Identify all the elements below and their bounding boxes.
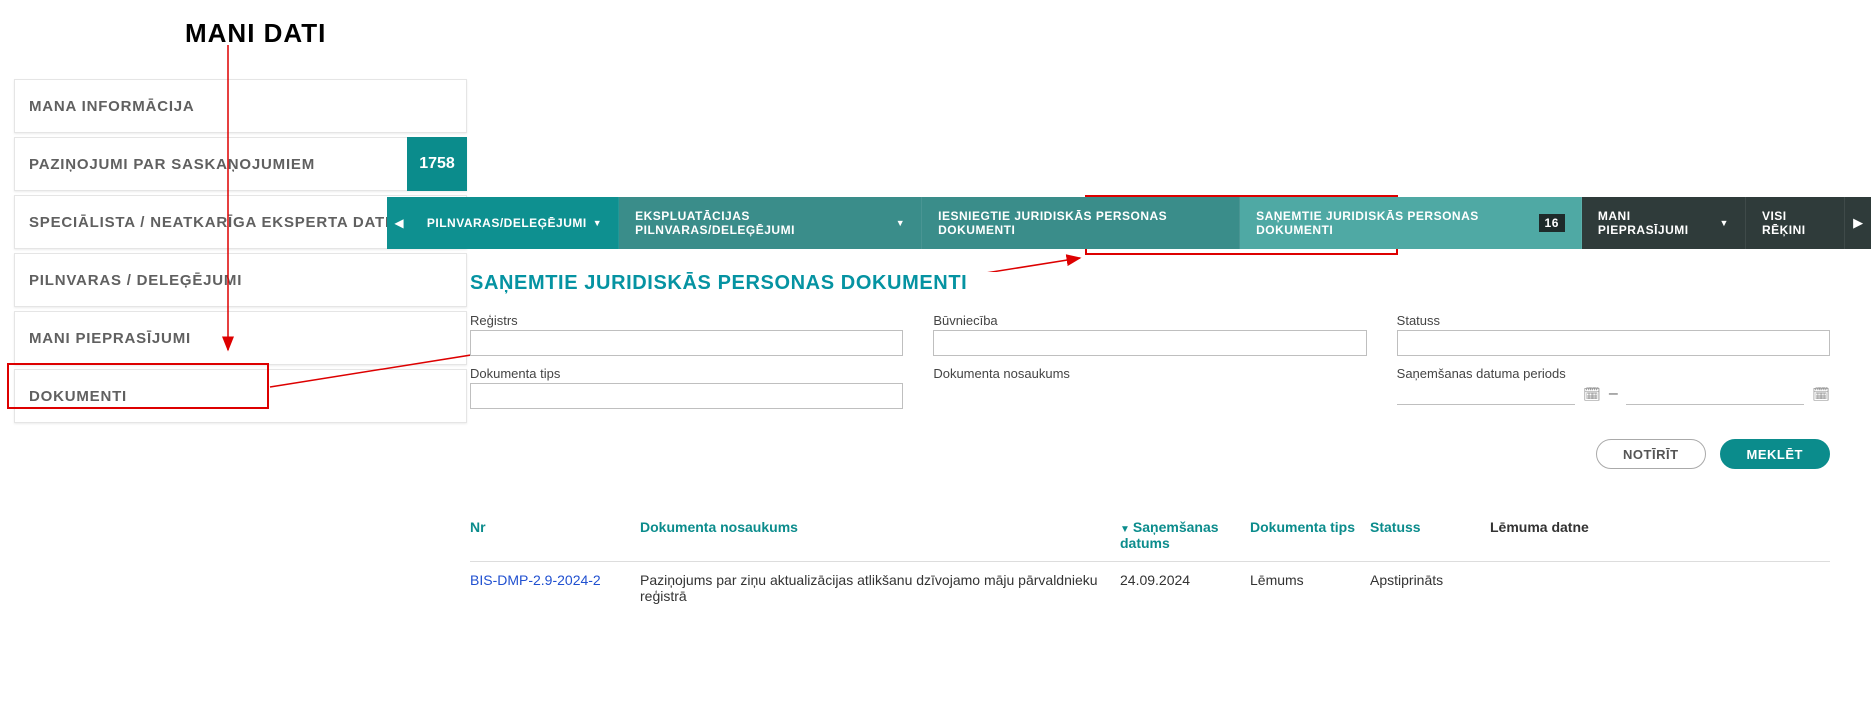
cell-nr[interactable]: BIS-DMP-2.9-2024-2: [470, 562, 640, 615]
tab-sanemtie[interactable]: SAŅEMTIE JURIDISKĀS PERSONAS DOKUMENTI 1…: [1240, 197, 1582, 249]
filter-label-date-period: Saņemšanas datuma periods: [1397, 366, 1830, 381]
sidebar-item-label: PAZIŅOJUMI PAR SASKAŅOJUMIEM: [29, 156, 315, 173]
tab-label: IESNIEGTIE JURIDISKĀS PERSONAS DOKUMENTI: [938, 209, 1223, 237]
sidebar-item-label: MANI PIEPRASĪJUMI: [29, 330, 191, 347]
tab-bar: ◀ PILNVARAS/DELEĢĒJUMI ▼ EKSPLUATĀCIJAS …: [387, 197, 1871, 249]
cell-doc-type: Lēmums: [1250, 562, 1370, 615]
col-status[interactable]: Statuss: [1370, 511, 1490, 562]
doc-type-input[interactable]: [470, 383, 903, 409]
tab-label: VISI RĒĶINI: [1762, 209, 1828, 237]
col-recv-date[interactable]: ▼Saņemšanas datums: [1120, 511, 1250, 562]
date-to-input[interactable]: [1626, 383, 1804, 405]
sidebar-item-label: MANA INFORMĀCIJA: [29, 98, 195, 115]
sidebar-item-label: DOKUMENTI: [29, 388, 127, 405]
tab-mani-pieprasijumi[interactable]: MANI PIEPRASĪJUMI ▼: [1582, 197, 1746, 249]
sidebar-item-pieprasijumi[interactable]: MANI PIEPRASĪJUMI: [14, 311, 467, 365]
date-from-input[interactable]: [1397, 383, 1575, 405]
sort-desc-icon: ▼: [1120, 524, 1130, 535]
sidebar-item-mana-informacija[interactable]: MANA INFORMĀCIJA: [14, 79, 467, 133]
sidebar-item-label: PILNVARAS / DELEĢĒJUMI: [29, 272, 242, 289]
filter-label-doc-name: Dokumenta nosaukums: [933, 366, 1366, 381]
table-row[interactable]: BIS-DMP-2.9-2024-2 Paziņojums par ziņu a…: [470, 562, 1830, 615]
tab-badge: 16: [1539, 214, 1565, 232]
filter-label-registry: Reģistrs: [470, 313, 903, 328]
chevron-down-icon: ▼: [1720, 218, 1729, 228]
scroll-left-icon[interactable]: ◀: [387, 197, 411, 249]
sidebar-badge: 1758: [407, 137, 467, 191]
col-decision-file[interactable]: Lēmuma datne: [1490, 511, 1830, 562]
filter-label-doc-type: Dokumenta tips: [470, 366, 903, 381]
panel-title: SAŅEMTIE JURIDISKĀS PERSONAS DOKUMENTI: [470, 272, 1830, 295]
date-range-separator: –: [1609, 385, 1618, 403]
tab-label: SAŅEMTIE JURIDISKĀS PERSONAS DOKUMENTI: [1256, 209, 1532, 237]
col-recv-date-label: Saņemšanas datums: [1120, 519, 1219, 551]
tab-label: MANI PIEPRASĪJUMI: [1598, 209, 1714, 237]
cell-status: Apstiprināts: [1370, 562, 1490, 615]
sidebar-item-pazinojumi[interactable]: PAZIŅOJUMI PAR SASKAŅOJUMIEM 1758: [14, 137, 467, 191]
tab-label: EKSPLUATĀCIJAS PILNVARAS/DELEĢĒJUMI: [635, 209, 890, 237]
sidebar-title: MANI DATI: [185, 18, 326, 49]
col-doc-type[interactable]: Dokumenta tips: [1250, 511, 1370, 562]
tab-visi-rekini[interactable]: VISI RĒĶINI: [1746, 197, 1845, 249]
tab-label: PILNVARAS/DELEĢĒJUMI: [427, 216, 587, 230]
chevron-down-icon: ▼: [896, 218, 905, 228]
tab-pilnvaras[interactable]: PILNVARAS/DELEĢĒJUMI ▼: [411, 197, 619, 249]
results-table: Nr Dokumenta nosaukums ▼Saņemšanas datum…: [470, 511, 1830, 614]
cell-recv-date: 24.09.2024: [1120, 562, 1250, 615]
cell-decision-file: [1490, 562, 1830, 615]
construction-input[interactable]: [933, 330, 1366, 356]
sidebar-item-label: SPECIĀLISTA / NEATKARĪGA EKSPERTA DATI: [29, 214, 390, 231]
col-nr[interactable]: Nr: [470, 511, 640, 562]
scroll-right-icon[interactable]: ▶: [1845, 197, 1871, 249]
registry-input[interactable]: [470, 330, 903, 356]
calendar-icon[interactable]: 🗓: [1812, 386, 1830, 403]
sidebar-item-pilnvaras[interactable]: PILNVARAS / DELEĢĒJUMI: [14, 253, 467, 307]
content-panel: SAŅEMTIE JURIDISKĀS PERSONAS DOKUMENTI R…: [470, 272, 1830, 614]
calendar-icon[interactable]: 🗓: [1583, 386, 1601, 403]
tab-ekspluatacijas[interactable]: EKSPLUATĀCIJAS PILNVARAS/DELEĢĒJUMI ▼: [619, 197, 922, 249]
sidebar-item-dokumenti[interactable]: DOKUMENTI: [14, 369, 467, 423]
cell-doc-name: Paziņojums par ziņu aktualizācijas atlik…: [640, 562, 1120, 615]
tab-iesniegtie[interactable]: IESNIEGTIE JURIDISKĀS PERSONAS DOKUMENTI: [922, 197, 1240, 249]
status-input[interactable]: [1397, 330, 1830, 356]
col-doc-name[interactable]: Dokumenta nosaukums: [640, 511, 1120, 562]
chevron-down-icon: ▼: [593, 218, 602, 228]
sidebar: MANA INFORMĀCIJA PAZIŅOJUMI PAR SASKAŅOJ…: [14, 79, 467, 427]
filter-label-construction: Būvniecība: [933, 313, 1366, 328]
search-button[interactable]: MEKLĒT: [1720, 439, 1830, 469]
clear-button[interactable]: NOTĪRĪT: [1596, 439, 1706, 469]
filter-label-status: Statuss: [1397, 313, 1830, 328]
